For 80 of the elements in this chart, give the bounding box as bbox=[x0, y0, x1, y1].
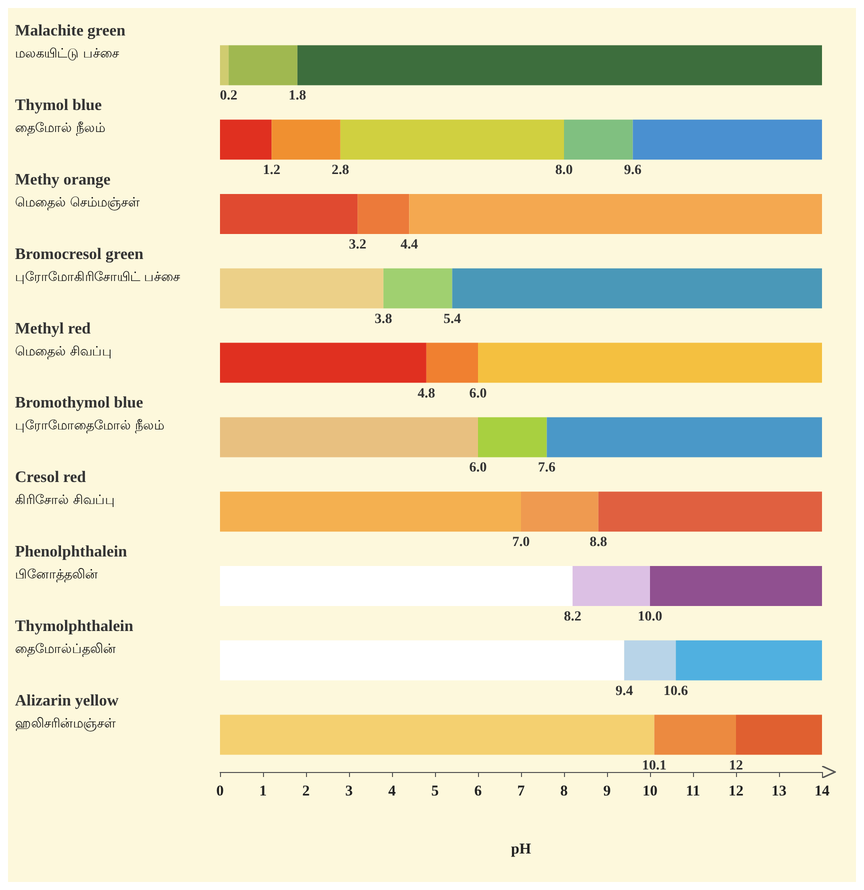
y-tick-label: Alizarin yellow ஹலிசரின்மஞ்சள் bbox=[15, 692, 119, 732]
x-tick-label: 0 bbox=[216, 784, 224, 800]
annotation: 2.8 bbox=[332, 163, 350, 178]
bar bbox=[676, 640, 822, 680]
bar bbox=[452, 268, 822, 308]
bar bbox=[546, 417, 822, 458]
y-tick-label: Methy orange மெதைல் செம்மஞ்சள் bbox=[15, 172, 140, 210]
y-tick-label: Methyl red மெதைல் சிவப்பு bbox=[15, 320, 112, 360]
bar bbox=[220, 714, 654, 755]
bar bbox=[383, 268, 452, 308]
annotation: 0.2 bbox=[220, 88, 238, 104]
annotation: 6.0 bbox=[469, 460, 487, 476]
bar bbox=[220, 342, 426, 383]
x-tick-label: 12 bbox=[728, 784, 744, 800]
annotation: 10.1 bbox=[642, 758, 667, 774]
bar bbox=[632, 120, 822, 160]
bar bbox=[521, 492, 598, 532]
bar bbox=[220, 194, 358, 234]
x-tick-label: 4 bbox=[388, 784, 396, 800]
x-tick-label: 13 bbox=[772, 784, 786, 800]
bar bbox=[220, 492, 521, 532]
annotation: 1.2 bbox=[262, 163, 280, 178]
x-tick-label: 8 bbox=[560, 784, 568, 800]
y-tick-label: Malachite green மலகயிட்டு பச்சை bbox=[15, 22, 126, 62]
bar bbox=[478, 342, 822, 383]
annotation: 9.6 bbox=[624, 163, 642, 178]
x-tick-label: 10 bbox=[642, 784, 658, 800]
x-tick-label: 14 bbox=[814, 784, 830, 800]
bar bbox=[220, 268, 384, 308]
y-tick-label: Thymolphthalein தைமோல்ப்தலின் bbox=[15, 618, 134, 657]
x-tick-label: 6 bbox=[474, 784, 482, 800]
annotation: 10.6 bbox=[664, 684, 688, 699]
annotation: 8.2 bbox=[564, 610, 582, 624]
annotation: 7.6 bbox=[538, 460, 556, 476]
y-tick-label: Bromocresol green புரோமோகிரிசோயிட் பச்சை bbox=[15, 246, 180, 285]
x-tick-label: 7 bbox=[517, 784, 526, 800]
bar bbox=[650, 566, 822, 606]
bar bbox=[272, 120, 340, 160]
bar bbox=[220, 120, 272, 160]
bar bbox=[228, 45, 298, 86]
x-tick-label: 2 bbox=[302, 784, 310, 800]
annotation: 4.4 bbox=[400, 238, 418, 252]
bar bbox=[564, 120, 633, 160]
x-tick-label: 5 bbox=[431, 784, 439, 800]
annotation: 3.8 bbox=[374, 312, 392, 327]
bar bbox=[624, 640, 676, 680]
bar bbox=[340, 120, 564, 160]
bar bbox=[736, 714, 822, 755]
annotation: 4.8 bbox=[418, 386, 436, 402]
bar bbox=[220, 566, 573, 606]
x-tick-label: 9 bbox=[603, 784, 611, 800]
bar bbox=[409, 194, 822, 234]
annotation: 6.0 bbox=[469, 386, 487, 402]
bar bbox=[220, 45, 229, 86]
annotation: 8.0 bbox=[555, 163, 573, 178]
x-tick-label: 3 bbox=[345, 784, 353, 800]
bar bbox=[220, 640, 624, 680]
bar bbox=[598, 492, 822, 532]
bar bbox=[220, 417, 478, 458]
bar bbox=[426, 342, 478, 383]
bar bbox=[654, 714, 736, 755]
annotation: 5.4 bbox=[443, 312, 461, 327]
bar bbox=[572, 566, 650, 606]
annotation: 3.2 bbox=[348, 238, 366, 252]
annotation: 1.8 bbox=[288, 88, 306, 104]
bar bbox=[478, 417, 547, 458]
bar bbox=[358, 194, 410, 234]
bar bbox=[297, 45, 822, 86]
annotation: 10.0 bbox=[638, 610, 662, 624]
y-tick-label: Bromothymol blue புரோமோதைமோல் நீலம் bbox=[15, 394, 164, 434]
x-tick-label: 1 bbox=[259, 784, 267, 800]
y-tick-label: Cresol red கிரிசோல் சிவப்பு bbox=[15, 469, 116, 508]
x-axis-title: pH bbox=[510, 842, 532, 858]
y-tick-label: Phenolphthalein பினோத்தலின் bbox=[15, 544, 128, 582]
x-tick-label: 11 bbox=[686, 784, 700, 800]
annotation: 8.8 bbox=[590, 535, 608, 550]
annotation: 12 bbox=[729, 758, 743, 774]
annotation: 7.0 bbox=[512, 535, 530, 550]
y-tick-label: Thymol blue தைமோல் நீலம் bbox=[15, 97, 106, 136]
annotation: 9.4 bbox=[615, 684, 633, 699]
